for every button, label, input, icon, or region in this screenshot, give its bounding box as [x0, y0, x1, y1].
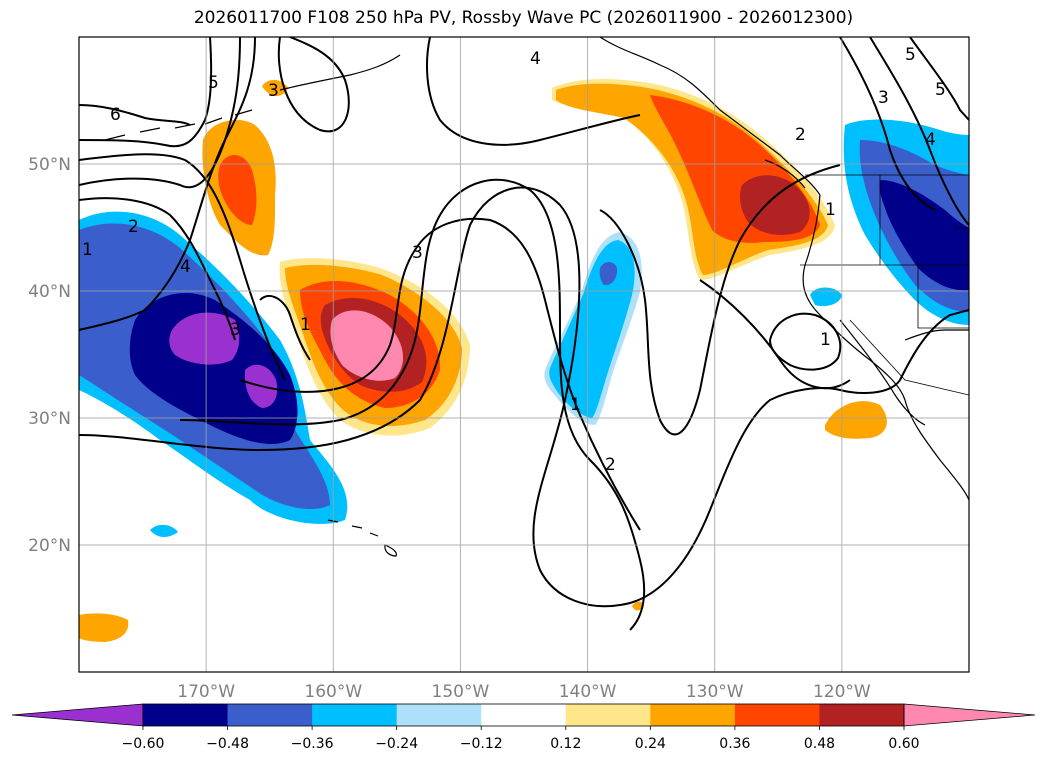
colorbar-segment	[481, 704, 567, 726]
contour-label: 2	[795, 125, 806, 145]
neg-anomaly-small-east	[810, 287, 842, 307]
contour-label: 2	[128, 217, 139, 237]
pos-anomaly-ne-darkred	[740, 175, 810, 235]
contour-4-east	[909, 37, 969, 121]
lat-label: 40°N	[28, 282, 71, 302]
colorbar-tick-label: 0.60	[888, 736, 919, 752]
contour-label: 1	[825, 200, 836, 220]
map-title: 2026011700 F108 250 hPa PV, Rossby Wave …	[193, 8, 854, 28]
contour-wave-mid	[179, 178, 646, 631]
colorbar-tick-label: −0.60	[122, 736, 165, 752]
contour-4b	[79, 153, 286, 381]
colorbar-segment	[396, 704, 482, 726]
contour-4-north	[426, 37, 641, 146]
colorbar-tick-label: −0.24	[375, 736, 418, 752]
colorbar-tick-label: −0.36	[291, 736, 334, 752]
contour-2	[599, 164, 841, 436]
contour-loop-n	[277, 37, 350, 133]
latitude-labels: 50°N 40°N 30°N 20°N	[28, 155, 71, 556]
pos-anomaly-small-se	[825, 401, 887, 439]
colorbar-segment	[312, 704, 398, 726]
colorbar-ticks: −0.60 −0.48 −0.36 −0.24 −0.12 0.12 0.24 0.36 0.4…	[122, 726, 920, 752]
contour-loop-east	[768, 312, 842, 371]
contour-6	[79, 104, 191, 126]
contour-1	[699, 279, 851, 390]
lon-label: 160°W	[304, 682, 362, 702]
state-border-3	[917, 265, 969, 329]
colorbar-tick-label: 0.36	[719, 736, 750, 752]
colorbar-tick-label: −0.48	[206, 736, 249, 752]
colorbar-frame	[142, 703, 905, 727]
contour-labels: 6 5 3 4 3 5 3 4 5 2 1 4 3 2 1 1 1 2 1	[82, 45, 946, 475]
gridlines	[79, 37, 969, 672]
contour-label: 2	[605, 455, 616, 475]
contour-3-east	[839, 37, 936, 211]
aleutian-islands	[104, 109, 253, 141]
colorbar	[11, 703, 1036, 727]
lat-label: 30°N	[28, 409, 71, 429]
colorbar-segment	[819, 704, 905, 726]
contour-label: 3	[878, 88, 889, 108]
colorbar-tick-label: 0.24	[635, 736, 666, 752]
contour-label: 4	[180, 257, 191, 277]
contour-label: 1	[570, 395, 581, 415]
pos-anomaly-center-core	[330, 310, 404, 381]
lon-label: 140°W	[559, 682, 617, 702]
pos-anomaly-small-north	[262, 79, 288, 96]
contour-label: 5	[935, 80, 946, 100]
pv-contours	[79, 37, 969, 631]
contour-5a	[79, 37, 213, 148]
contour-label: 1	[820, 330, 831, 350]
contour-label: 1	[82, 240, 93, 260]
colorbar-arrow-left	[11, 703, 144, 727]
contour-label: 6	[110, 105, 121, 125]
colorbar-tick-label: −0.12	[460, 736, 503, 752]
contour-label: 1	[300, 315, 311, 335]
lat-label: 20°N	[28, 536, 71, 556]
lon-label: 150°W	[432, 682, 490, 702]
colorbar-tick-label: 0.48	[804, 736, 835, 752]
pos-anomaly-nw-inner	[218, 154, 257, 225]
colorbar-segment	[227, 704, 313, 726]
colorbar-segment	[143, 704, 229, 726]
plot-frame	[78, 36, 970, 673]
lat-label: 50°N	[28, 155, 71, 175]
lon-label: 130°W	[686, 682, 744, 702]
lon-label: 120°W	[813, 682, 871, 702]
longitude-labels: 170°W 160°W 150°W 140°W 130°W 120°W	[177, 682, 871, 702]
neg-anomaly-small-west	[150, 524, 178, 537]
neg-anomaly-east-inner	[879, 180, 969, 291]
contour-5-east	[869, 37, 969, 226]
lon-label: 170°W	[177, 682, 235, 702]
pos-anomaly-southwest	[79, 613, 129, 642]
contour-label: 3	[230, 320, 241, 340]
contour-label: 3	[412, 243, 423, 263]
pos-anomaly-tiny	[632, 601, 644, 611]
contour-label: 5	[905, 45, 916, 65]
mexico-mainland-coast	[904, 329, 969, 341]
contour-label: 3	[268, 81, 279, 101]
alaska-peninsula	[279, 54, 401, 91]
colorbar-arrow-right	[903, 703, 1036, 727]
contour-label: 4	[925, 130, 936, 150]
contour-3a	[79, 37, 256, 331]
neg-anomaly-mid-core	[599, 262, 618, 286]
neg-anomaly-west-core1	[169, 312, 240, 365]
colorbar-segment	[734, 704, 820, 726]
colorbar-segment	[565, 704, 651, 726]
vancouver-island	[764, 159, 806, 189]
colorbar-segment	[650, 704, 736, 726]
alaska-coast	[599, 37, 821, 196]
contour-wave-inner	[239, 217, 641, 531]
colorbar-tick-label: 0.12	[550, 736, 581, 752]
contour-label: 5	[208, 73, 219, 93]
borders	[800, 174, 969, 396]
contour-label: 4	[530, 49, 541, 69]
contour-3b	[259, 295, 311, 361]
us-mexico-border	[849, 319, 969, 396]
